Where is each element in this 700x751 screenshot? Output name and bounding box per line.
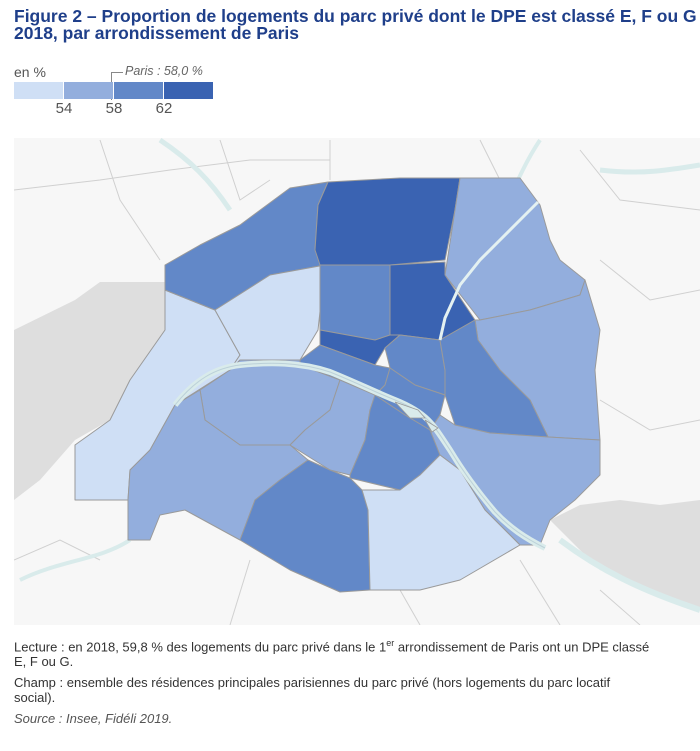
note-lecture-sup: er	[386, 638, 395, 648]
bois-de-vincennes-area	[550, 500, 700, 610]
background-streets	[14, 139, 700, 625]
legend-reference-label: Paris : 58,0 %	[125, 64, 203, 78]
canal-north-west	[158, 138, 233, 212]
bois-de-boulogne-area	[14, 282, 165, 500]
note-lecture-text-end: arrondissement de Paris ont un DPE class…	[14, 639, 650, 670]
figure-title-line-1: Figure 2 – Proportion de logements du pa…	[14, 6, 700, 26]
arrondissement-13[interactable]	[361, 454, 521, 591]
legend-color-scale	[14, 82, 214, 99]
legend-class-2	[64, 82, 113, 99]
arrondissement-14[interactable]	[239, 459, 371, 593]
ile-saint-louis	[424, 419, 439, 433]
arrondissement-9[interactable]	[319, 264, 391, 341]
canal-saint-martin	[438, 200, 540, 341]
ile-de-la-cite	[394, 401, 426, 419]
legend-tick-54: 54	[55, 100, 73, 117]
note-lecture: Lecture : en 2018, 59,8 % des logements …	[14, 636, 700, 669]
note-lecture-text: Lecture : en 2018, 59,8 % des logements …	[14, 639, 387, 655]
note-champ: Champ : ensemble des résidences principa…	[14, 675, 611, 706]
paris-choropleth-map	[14, 138, 700, 625]
seine-river-edge	[174, 362, 546, 549]
legend-class-3	[114, 82, 163, 99]
canal-east	[599, 162, 700, 175]
figure-title: Figure 2 – Proportion de logements du pa…	[14, 6, 700, 43]
arrondissement-18[interactable]	[314, 177, 461, 266]
legend-tick-58: 58	[105, 100, 123, 117]
river-south-west	[19, 538, 132, 582]
legend-class-4	[164, 82, 213, 99]
figure-notes: Lecture : en 2018, 59,8 % des logements …	[14, 636, 700, 732]
river-south-east	[558, 537, 700, 613]
figure-title-line-2: 2018, par arrondissement de Paris	[14, 23, 299, 43]
legend-reference-connector	[111, 72, 123, 73]
note-source: Source : Insee, Fidéli 2019.	[14, 711, 173, 727]
legend-class-1	[14, 82, 63, 99]
legend-unit: en %	[14, 64, 46, 80]
legend-tick-62: 62	[155, 100, 173, 117]
map-svg	[14, 138, 700, 625]
